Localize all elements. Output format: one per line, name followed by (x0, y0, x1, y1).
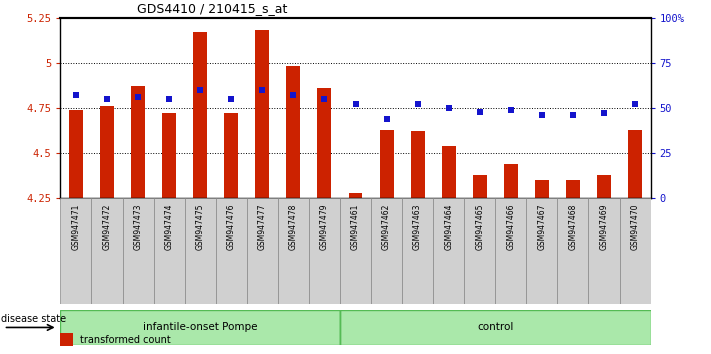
Text: disease state: disease state (1, 314, 66, 324)
Bar (224, 113, 238, 198)
Text: GSM947467: GSM947467 (538, 204, 546, 250)
Text: GSM947464: GSM947464 (444, 204, 453, 250)
Text: GSM947469: GSM947469 (599, 204, 609, 250)
Text: GSM947476: GSM947476 (227, 204, 236, 250)
Bar (380, 130, 394, 198)
Text: GSM947468: GSM947468 (568, 204, 577, 250)
Text: GSM947478: GSM947478 (289, 204, 298, 250)
Bar (442, 146, 456, 198)
Bar (154, 198, 185, 304)
Bar (526, 198, 557, 304)
Text: GSM947472: GSM947472 (102, 204, 112, 250)
Bar (122, 198, 154, 304)
Bar (348, 193, 363, 198)
Text: transformed count: transformed count (80, 335, 171, 345)
Bar (92, 198, 122, 304)
Bar (535, 180, 549, 198)
Bar (60, 310, 340, 345)
Bar (619, 198, 651, 304)
Bar (464, 198, 496, 304)
Bar (69, 110, 83, 198)
Text: GSM947475: GSM947475 (196, 204, 205, 250)
Text: GSM947466: GSM947466 (506, 204, 515, 250)
Bar (496, 198, 526, 304)
Bar (589, 198, 619, 304)
Bar (433, 198, 464, 304)
Bar (340, 198, 371, 304)
Bar (628, 130, 642, 198)
Text: GSM947477: GSM947477 (258, 204, 267, 250)
Bar (317, 88, 331, 198)
Bar (473, 175, 487, 198)
Text: GSM947470: GSM947470 (631, 204, 639, 250)
Text: GSM947463: GSM947463 (413, 204, 422, 250)
Bar (340, 310, 651, 345)
Text: GSM947479: GSM947479 (320, 204, 329, 250)
Bar (371, 198, 402, 304)
Text: GSM947461: GSM947461 (351, 204, 360, 250)
Bar (287, 67, 300, 198)
Bar (162, 113, 176, 198)
Bar (215, 198, 247, 304)
Text: GSM947474: GSM947474 (165, 204, 173, 250)
Text: infantile-onset Pompe: infantile-onset Pompe (143, 322, 257, 332)
Bar (557, 198, 589, 304)
Text: GDS4410 / 210415_s_at: GDS4410 / 210415_s_at (137, 2, 287, 15)
Text: GSM947473: GSM947473 (134, 204, 143, 250)
Bar (247, 198, 278, 304)
Text: control: control (477, 322, 513, 332)
Bar (60, 333, 73, 346)
Text: GSM947462: GSM947462 (382, 204, 391, 250)
Bar (597, 175, 611, 198)
Bar (566, 180, 580, 198)
Bar (100, 106, 114, 198)
Bar (255, 30, 269, 198)
Bar (60, 198, 92, 304)
Bar (411, 131, 424, 198)
Text: GSM947471: GSM947471 (72, 204, 80, 250)
Bar (131, 86, 145, 198)
Text: GSM947465: GSM947465 (475, 204, 484, 250)
Bar (402, 198, 433, 304)
Bar (278, 198, 309, 304)
Bar (193, 32, 207, 198)
Bar (309, 198, 340, 304)
Bar (185, 198, 215, 304)
Bar (504, 164, 518, 198)
